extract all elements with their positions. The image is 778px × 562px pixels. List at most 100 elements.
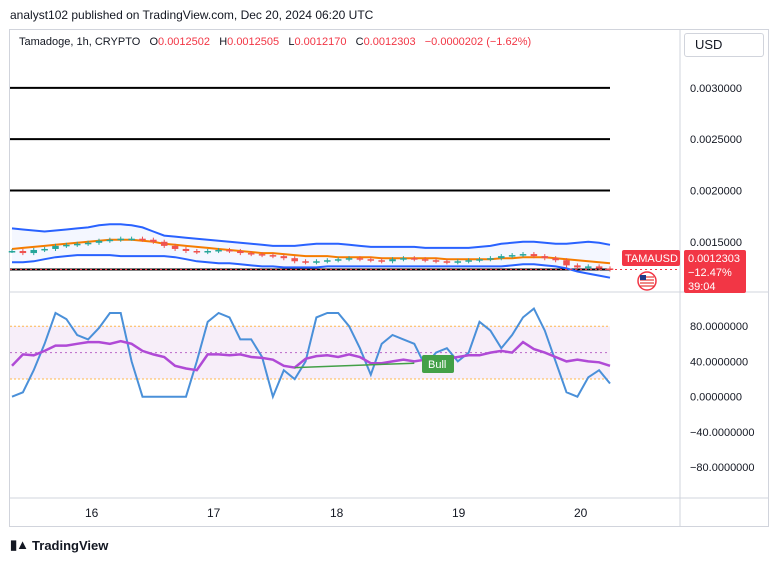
us-flag-icon	[637, 271, 657, 291]
chart-frame	[9, 29, 769, 527]
price-tag-value: 0.0012303	[688, 253, 740, 265]
close-label: C	[355, 36, 364, 48]
candle-body	[8, 251, 16, 253]
candle-body	[226, 249, 233, 252]
candle-body	[215, 249, 222, 252]
low-label: L	[288, 36, 295, 48]
time-tick-label-4: 20	[574, 506, 588, 520]
candle-body	[487, 258, 494, 260]
candle-body	[160, 241, 168, 246]
candle-body	[128, 238, 135, 241]
price-tag-countdown: 39:04	[688, 281, 716, 293]
high-value: 0.0012505	[227, 36, 280, 48]
candle-body	[247, 253, 255, 255]
price-tick-label-1: 0.0025000	[690, 134, 742, 146]
candle-body	[204, 251, 211, 253]
stoch-k-line	[11, 307, 611, 400]
bull-label-text: Bull	[428, 359, 446, 371]
osc-tick-label-4: −80.0000000	[690, 462, 755, 474]
symbol-label[interactable]: Tamadoge, 1h, CRYPTO	[19, 36, 141, 48]
candle-body	[150, 239, 157, 242]
candle-body	[258, 254, 266, 256]
candle-body	[563, 260, 570, 266]
candle-body	[389, 259, 396, 262]
candle-body	[291, 258, 298, 262]
candle-body	[595, 266, 603, 269]
ema-line	[11, 238, 611, 265]
open-value: 0.0012502	[158, 36, 211, 48]
candle-body	[356, 258, 364, 260]
candle-body	[193, 251, 201, 253]
candle-body	[530, 254, 538, 257]
candle-body	[400, 258, 407, 260]
candle-body	[476, 259, 483, 261]
bollinger-upper-line	[11, 223, 611, 249]
candle-body	[41, 248, 48, 251]
candle-body	[237, 251, 244, 254]
candle-body	[280, 256, 288, 259]
us-flag-canton	[640, 275, 646, 280]
candle-body	[498, 256, 505, 259]
publisher-line: analyst102 published on TradingView.com,…	[10, 8, 374, 22]
osc-tick-label-3: −40.0000000	[690, 427, 755, 439]
ohlc-legend: Tamadoge, 1h, CRYPTO O0.0012502 H0.00125…	[19, 36, 531, 48]
candle-body	[139, 238, 146, 241]
candle-body	[584, 266, 592, 268]
candle-body	[171, 245, 179, 249]
osc-tick-label-0: 80.0000000	[690, 321, 748, 333]
candle-body	[541, 256, 549, 259]
candle-body	[324, 260, 331, 262]
candle-body	[454, 261, 462, 263]
time-tick-label-3: 19	[452, 506, 466, 520]
candle-body	[508, 255, 516, 257]
price-tick-label-3: 0.0015000	[690, 237, 742, 249]
osc-tick-label-1: 40.0000000	[690, 356, 748, 368]
close-value: 0.0012303	[363, 36, 416, 48]
candle-body	[182, 248, 190, 252]
tradingview-brand: TradingView	[32, 537, 109, 553]
candle-body	[302, 261, 309, 263]
candle-body	[345, 258, 353, 260]
price-tick-label-0: 0.0030000	[690, 83, 742, 95]
candle-body	[19, 251, 27, 254]
candle-body	[411, 258, 418, 260]
currency-button[interactable]: USD	[684, 33, 764, 57]
candle-body	[63, 244, 70, 247]
price-tag-bg	[684, 250, 746, 293]
change-value: −0.0000202 (−1.62%)	[424, 36, 532, 48]
candles-group	[8, 236, 614, 272]
open-label: O	[149, 36, 159, 48]
candle-body	[334, 259, 342, 261]
candle-body	[378, 260, 385, 262]
time-tick-label-1: 17	[207, 506, 221, 520]
candle-body	[313, 261, 320, 263]
candle-body	[30, 249, 38, 254]
candle-body	[552, 258, 559, 261]
symbol-tag-bg	[622, 250, 680, 266]
high-label: H	[219, 36, 228, 48]
price-tag-change: −12.47%	[688, 267, 732, 279]
candle-body	[73, 243, 81, 246]
candle-body	[574, 265, 581, 268]
osc-tick-label-2: 0.0000000	[690, 392, 742, 404]
candle-body	[269, 255, 277, 257]
candle-body	[443, 261, 451, 263]
low-value: 0.0012170	[294, 36, 347, 48]
candle-body	[117, 238, 124, 241]
candle-body	[106, 239, 114, 242]
candle-body	[95, 240, 103, 243]
tradingview-logo[interactable]: ▮▲ TradingView	[10, 537, 108, 553]
bull-divergence-line	[294, 362, 415, 369]
candle-body	[519, 254, 527, 256]
tradingview-mark-icon: ▮▲	[10, 537, 29, 552]
candle-body	[52, 245, 59, 249]
bollinger-lower-line	[12, 254, 611, 279]
candle-body	[432, 260, 440, 262]
price-tick-label-2: 0.0020000	[690, 185, 742, 197]
candle-body	[465, 260, 472, 262]
time-tick-label-0: 16	[85, 506, 99, 520]
candle-body	[421, 259, 429, 261]
candle-body	[367, 259, 375, 261]
bull-label-bg	[422, 355, 454, 373]
